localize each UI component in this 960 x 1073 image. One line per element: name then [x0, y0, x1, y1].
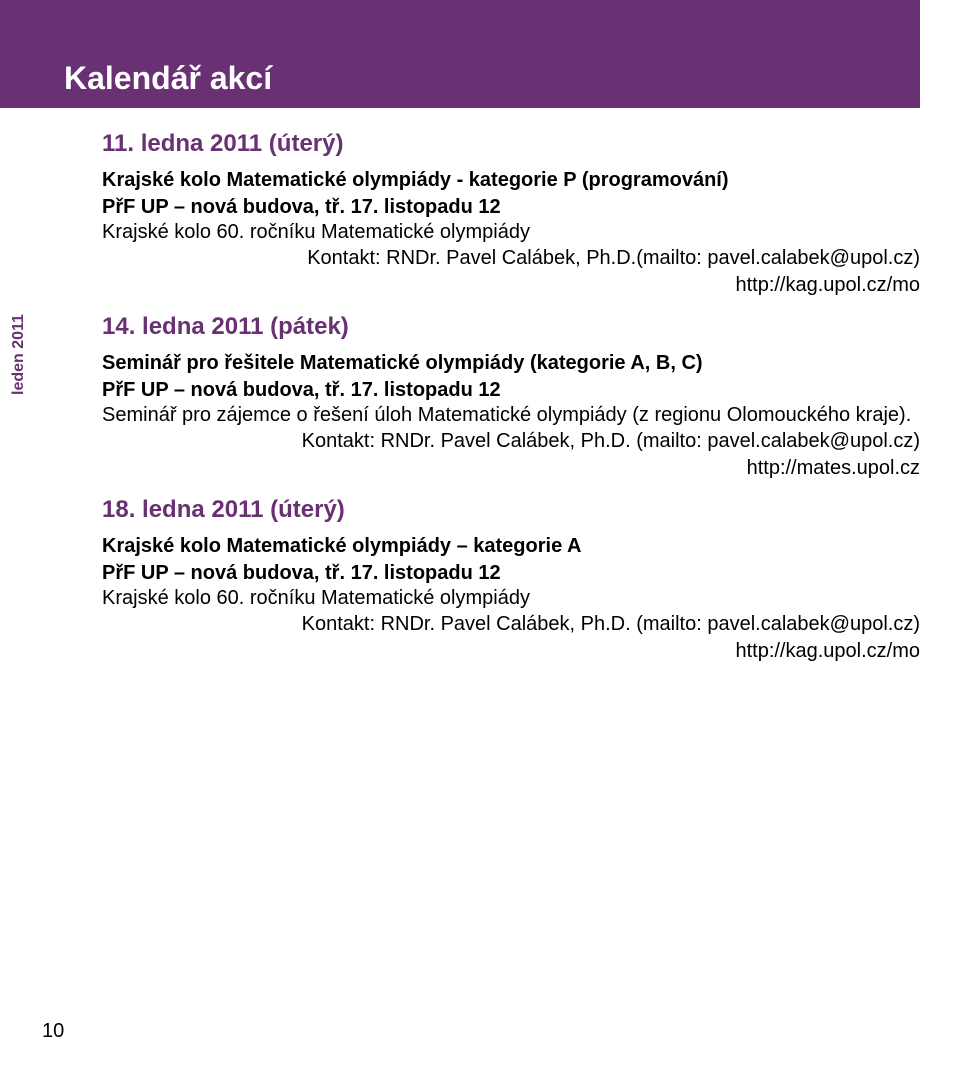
- event-url[interactable]: http://kag.upol.cz/mo: [102, 638, 920, 665]
- content-area: 11. ledna 2011 (úterý) Krajské kolo Mate…: [0, 108, 960, 665]
- header-band: Kalendář akcí: [0, 0, 920, 108]
- event-date-heading: 11. ledna 2011 (úterý): [102, 130, 920, 158]
- event-contact: Kontakt: RNDr. Pavel Calábek, Ph.D. (mai…: [102, 611, 920, 638]
- event-body: Krajské kolo 60. ročníku Matematické oly…: [102, 220, 920, 245]
- page-title: Kalendář akcí: [64, 60, 272, 97]
- event-url[interactable]: http://kag.upol.cz/mo: [102, 272, 920, 299]
- sidebar-month-label: leden 2011: [10, 314, 28, 395]
- date-bar: 14. ledna 2011 (pátek): [0, 313, 920, 341]
- event-title: Krajské kolo Matematické olympiády – kat…: [102, 534, 920, 559]
- event-contact: Kontakt: RNDr. Pavel Calábek, Ph.D.(mail…: [102, 245, 920, 272]
- event-title: Krajské kolo Matematické olympiády - kat…: [102, 168, 920, 193]
- event-block: Seminář pro řešitele Matematické olympiá…: [102, 351, 920, 482]
- event-body: Seminář pro zájemce o řešení úloh Matema…: [102, 403, 920, 428]
- event-contact: Kontakt: RNDr. Pavel Calábek, Ph.D. (mai…: [102, 428, 920, 455]
- event-date-heading: 18. ledna 2011 (úterý): [102, 496, 920, 524]
- page-number: 10: [42, 1020, 64, 1043]
- event-body: Krajské kolo 60. ročníku Matematické oly…: [102, 586, 920, 611]
- event-location: PřF UP – nová budova, tř. 17. listopadu …: [102, 378, 920, 403]
- event-block: Krajské kolo Matematické olympiády – kat…: [102, 534, 920, 665]
- event-location: PřF UP – nová budova, tř. 17. listopadu …: [102, 195, 920, 220]
- event-url[interactable]: http://mates.upol.cz: [102, 455, 920, 482]
- date-bar: 18. ledna 2011 (úterý): [0, 496, 920, 524]
- event-date-heading: 14. ledna 2011 (pátek): [102, 313, 920, 341]
- event-title: Seminář pro řešitele Matematické olympiá…: [102, 351, 920, 376]
- event-location: PřF UP – nová budova, tř. 17. listopadu …: [102, 561, 920, 586]
- event-block: Krajské kolo Matematické olympiády - kat…: [102, 168, 920, 299]
